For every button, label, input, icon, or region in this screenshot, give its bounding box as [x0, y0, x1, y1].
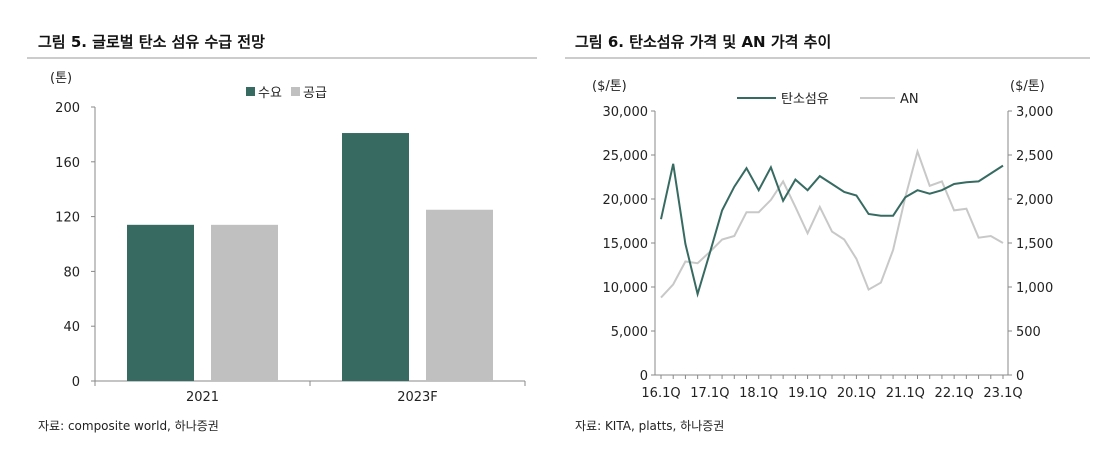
legend-swatch-demand: [246, 87, 255, 96]
x-tick-label: 2021: [186, 390, 219, 405]
chart-title-right: 그림 6. 탄소섬유 가격 및 AN 가격 추이: [575, 33, 831, 51]
bar-chart: 0 40 80 120 160 200 2021 2023F: [55, 101, 526, 405]
source-left: 자료: composite world, 하나증권: [38, 419, 219, 433]
x-tick-label: 22.1Q: [935, 386, 974, 401]
bar-supply-2021: [211, 224, 278, 381]
x-tick-label: 21.1Q: [886, 386, 925, 401]
x-tick-label: 2023F: [397, 390, 438, 405]
y-tick-label-left: 10,000: [603, 281, 649, 296]
legend-label-an: AN: [900, 92, 919, 107]
y-axis-unit-left: (톤): [50, 71, 72, 86]
legend-bar: 수요 공급: [246, 86, 327, 101]
y-tick-label-left: 0: [640, 369, 648, 384]
y-tick-label-left: 30,000: [603, 105, 649, 120]
y-tick-label: 120: [55, 211, 80, 226]
x-tick-label: 16.1Q: [641, 386, 680, 401]
y-tick-label: 200: [55, 101, 80, 116]
bar-demand-2023F: [342, 133, 409, 381]
y-axis-unit-left2: ($/톤): [592, 79, 627, 94]
y-tick-label-right: 500: [1016, 325, 1041, 340]
x-tick-label: 17.1Q: [690, 386, 729, 401]
y-tick-label-right: 1,000: [1016, 281, 1053, 296]
y-tick-label: 0: [72, 375, 80, 390]
bar-demand-2021: [127, 224, 194, 381]
y-tick-label-right: 2,500: [1016, 149, 1053, 164]
y-tick-label-right: 3,000: [1016, 105, 1053, 120]
legend-label-carbon-fiber: 탄소섬유: [781, 92, 829, 107]
legend-swatch-supply: [291, 87, 300, 96]
bar-supply-2023F: [426, 209, 493, 381]
y-tick-label-right: 2,000: [1016, 193, 1053, 208]
y-tick-label-right: 1,500: [1016, 237, 1053, 252]
y-tick-label-left: 25,000: [603, 149, 649, 164]
x-tick-label: 18.1Q: [739, 386, 778, 401]
line-chart: 0 5,000 10,000 15,000 20,000 25,000 30,000 0 500…: [603, 105, 1054, 401]
y-tick-label-left: 20,000: [603, 193, 649, 208]
series-line-an: [660, 148, 1004, 299]
y-tick-label: 80: [63, 265, 80, 280]
y-tick-label-right: 0: [1016, 369, 1024, 384]
x-tick-label: 23.1Q: [983, 386, 1022, 401]
x-tick-label: 20.1Q: [837, 386, 876, 401]
y-tick-label-left: 15,000: [603, 237, 649, 252]
y-axis-unit-right: ($/톤): [1010, 79, 1045, 94]
y-tick-label: 40: [63, 320, 80, 335]
y-tick-label: 160: [55, 156, 80, 171]
legend-label-demand: 수요: [258, 86, 282, 101]
series-line-carbon-fiber: [660, 163, 1004, 298]
x-tick-label: 19.1Q: [788, 386, 827, 401]
source-right: 자료: KITA, platts, 하나증권: [575, 419, 724, 433]
legend-line: 탄소섬유 AN: [737, 92, 919, 107]
y-tick-label-left: 5,000: [611, 325, 648, 340]
chart-title-left: 그림 5. 글로벌 탄소 섬유 수급 전망: [38, 33, 265, 51]
legend-label-supply: 공급: [303, 86, 327, 101]
